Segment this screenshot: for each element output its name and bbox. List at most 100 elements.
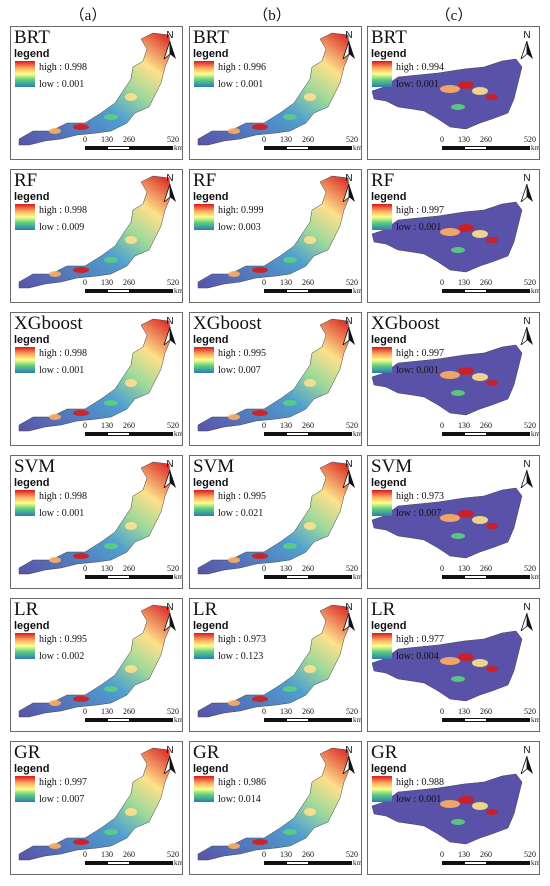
north-arrow-icon <box>342 756 355 774</box>
prediction-map <box>197 604 351 718</box>
map-panel: XGboost legend high : 0.998 low : 0.001 N 0 13… <box>10 312 183 446</box>
scale-tick-label: 130 <box>458 707 470 716</box>
hotspot <box>451 533 465 539</box>
north-arrow-icon <box>163 327 176 345</box>
hotspot <box>125 665 137 673</box>
hotspot <box>458 224 474 232</box>
hotspot <box>440 371 460 379</box>
hotspot <box>49 414 61 420</box>
prediction-map <box>371 773 523 845</box>
model-label: GR <box>371 742 398 763</box>
north-label: N <box>523 173 531 184</box>
prediction-map <box>197 32 351 146</box>
legend-low-value: low : 0.001 <box>396 222 442 233</box>
hotspot <box>472 659 488 667</box>
north-arrow: N <box>163 459 177 489</box>
north-arrow: N <box>163 316 177 346</box>
legend-color-ramp <box>194 61 214 87</box>
scale-unit: km <box>353 859 362 867</box>
model-label: SVM <box>14 456 56 477</box>
model-label: LR <box>371 599 396 620</box>
north-label: N <box>523 30 531 41</box>
legend-low-value: low: 0.001 <box>396 79 439 90</box>
prediction-map <box>18 604 172 718</box>
legend-low-value: low: 0.014 <box>218 794 261 805</box>
north-arrow: N <box>520 459 534 489</box>
scale-tick-label: 260 <box>123 135 135 144</box>
north-label: N <box>345 602 353 613</box>
model-label: BRT <box>14 27 50 48</box>
scale-bar-segments <box>264 146 352 150</box>
north-label: N <box>523 316 531 327</box>
scale-tick-label: 520 <box>167 707 179 716</box>
scale-tick-label: 0 <box>262 421 266 430</box>
legend-color-ramp <box>15 490 35 516</box>
scale-bar: 0 130 260 520 km <box>262 850 362 870</box>
legend-title: legend <box>371 763 407 775</box>
scale-bar-segments <box>442 432 530 436</box>
legend-high-value: high : 0.996 <box>218 62 267 73</box>
scale-bar-segments <box>442 861 530 865</box>
hotspot <box>458 796 474 804</box>
north-arrow: N <box>342 316 356 346</box>
legend-title: legend <box>371 334 407 346</box>
scale-bar: 0 130 260 520 km <box>83 564 182 584</box>
scale-tick-label: 520 <box>524 850 536 859</box>
legend-title: legend <box>193 763 229 775</box>
scale-tick-label: 130 <box>280 135 292 144</box>
hotspot <box>472 516 488 524</box>
column-label-a: （a） <box>69 8 107 24</box>
legend-high-value: high : 0.995 <box>39 634 88 645</box>
prediction-map <box>197 461 351 575</box>
north-arrow: N <box>342 173 356 203</box>
north-arrow: N <box>342 459 356 489</box>
scale-tick-label: 520 <box>346 135 358 144</box>
scale-tick-label: 260 <box>123 564 135 573</box>
model-label: RF <box>193 170 217 191</box>
north-arrow: N <box>163 30 177 60</box>
north-arrow-icon <box>163 756 176 774</box>
scale-bar: 0 130 260 520 km <box>262 135 361 155</box>
legend-color-ramp <box>15 776 35 802</box>
hotspot <box>104 257 118 263</box>
legend-high-value: high : 0.977 <box>396 634 445 645</box>
scale-tick-label: 130 <box>101 850 113 859</box>
study-region <box>371 58 523 130</box>
scale-unit: km <box>531 144 540 152</box>
legend-color-ramp <box>194 776 214 802</box>
scale-bar-segments <box>264 861 352 865</box>
north-arrow-icon <box>163 613 176 631</box>
legend-low-value: low : 0.123 <box>218 651 264 662</box>
north-arrow-icon <box>163 470 176 488</box>
scale-tick-label: 130 <box>101 421 113 430</box>
legend-color-ramp <box>194 490 214 516</box>
scale-tick-label: 130 <box>101 564 113 573</box>
scale-tick-label: 260 <box>123 707 135 716</box>
hotspot <box>104 543 118 549</box>
legend-low-value: low: 0.003 <box>218 222 261 233</box>
scale-tick-label: 0 <box>262 707 266 716</box>
hotspot <box>304 665 316 673</box>
north-label: N <box>166 459 174 470</box>
legend-color-ramp <box>372 204 392 230</box>
hotspot <box>451 104 465 110</box>
scale-bar-segments <box>442 575 530 579</box>
north-arrow: N <box>342 745 356 775</box>
hotspot <box>451 247 465 253</box>
legend-low-value: low : 0.001 <box>396 794 442 805</box>
legend-high-value: high : 0.997 <box>396 348 445 359</box>
north-label: N <box>523 459 531 470</box>
north-arrow-icon <box>520 470 533 488</box>
scale-bar: 0 130 260 520 km <box>83 278 182 298</box>
legend-title: legend <box>14 191 50 203</box>
map-panel: SVM legend high : 0.998 low : 0.001 N 0 130 260… <box>10 455 183 589</box>
scale-bar-segments <box>85 861 173 865</box>
prediction-map <box>18 32 172 146</box>
hotspot <box>252 553 268 559</box>
scale-unit: km <box>531 716 540 724</box>
legend-color-ramp <box>194 633 214 659</box>
model-label: LR <box>193 599 218 620</box>
legend-color-ramp <box>372 347 392 373</box>
scale-tick-label: 130 <box>280 278 292 287</box>
scale-tick-label: 0 <box>262 278 266 287</box>
